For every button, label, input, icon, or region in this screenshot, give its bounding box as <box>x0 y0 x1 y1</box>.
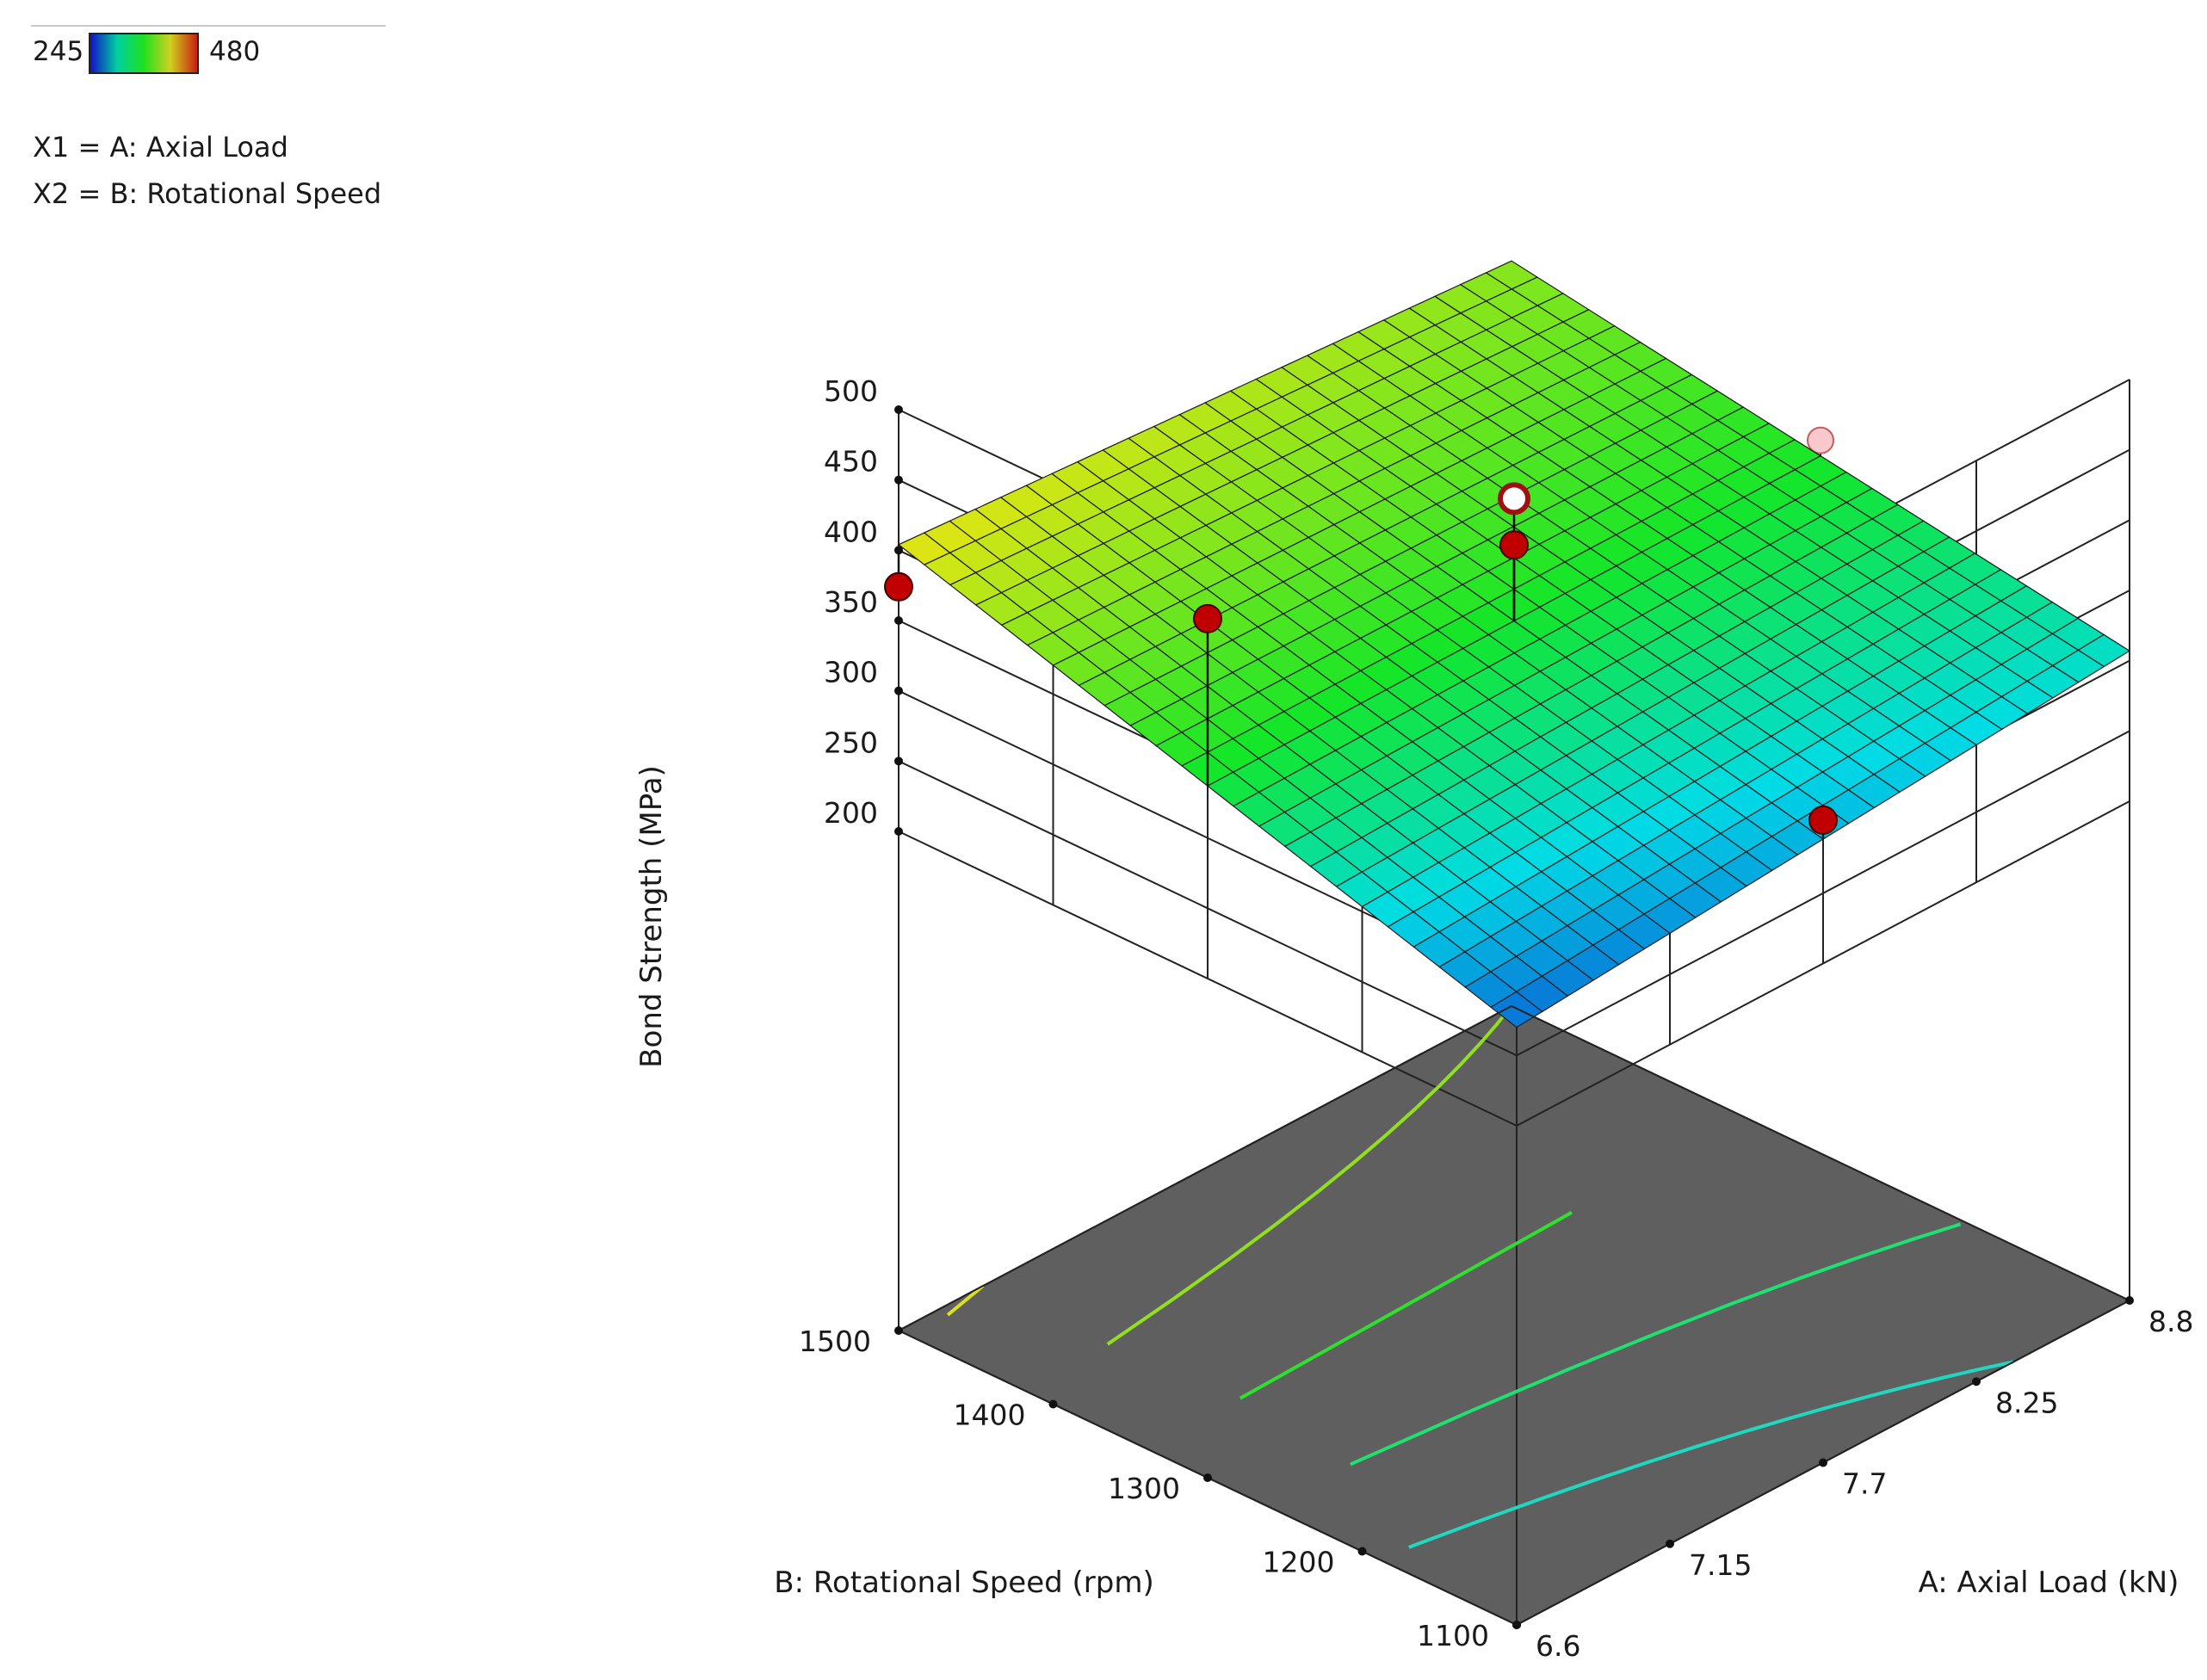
x-tick-mark <box>1972 1377 1981 1387</box>
y-tick-label: 1300 <box>1108 1472 1180 1505</box>
z-tick-label: 350 <box>824 585 878 619</box>
y-tick-label: 1100 <box>1417 1619 1489 1652</box>
x-tick-label: 7.15 <box>1689 1548 1752 1582</box>
z-tick-label: 300 <box>824 656 878 689</box>
z-tick-mark <box>894 405 903 414</box>
floor-contour-line <box>1106 1004 1513 1346</box>
colorbar <box>89 33 199 74</box>
factor-x2-label: X2 = B: Rotational Speed <box>33 177 382 210</box>
y-tick-mark <box>894 1326 903 1335</box>
y-tick-label: 1200 <box>1263 1546 1335 1579</box>
z-tick-label: 250 <box>824 726 878 759</box>
floor-border <box>896 1004 2132 1627</box>
z-tick-label: 400 <box>824 515 878 548</box>
x-tick-label: 6.6 <box>1536 1629 1580 1663</box>
z-tick-mark <box>894 757 903 766</box>
floor-plane <box>896 1004 2132 1627</box>
x-tick-label: 8.25 <box>1995 1386 2058 1419</box>
z-tick-mark <box>894 827 903 836</box>
colorbar-min-label: 245 <box>33 36 84 67</box>
z-tick-mark <box>894 546 903 555</box>
y-axis-title: B: Rotational Speed (rpm) <box>774 1566 1153 1600</box>
floor-contour-line <box>946 1284 985 1317</box>
x-tick-mark <box>1819 1458 1827 1467</box>
colorbar-max-label: 480 <box>209 36 261 67</box>
z-axis-title: Bond Strength (MPa) <box>634 765 669 1068</box>
y-tick-mark <box>1203 1473 1212 1482</box>
legend-divider <box>31 25 386 27</box>
factor-x1-label: X1 = A: Axial Load <box>33 131 288 164</box>
z-tick-label: 200 <box>824 796 878 830</box>
z-tick-label: 450 <box>824 445 878 479</box>
floor-contour-line <box>1350 1222 1962 1467</box>
z-tick-mark <box>894 686 903 695</box>
z-tick-label: 500 <box>824 374 878 408</box>
design-point-above <box>1499 530 1529 560</box>
floor-contour-line <box>1239 1211 1573 1400</box>
x-tick-label: 8.8 <box>2148 1305 2193 1338</box>
x-tick-mark <box>2125 1296 2134 1305</box>
design-point-above <box>1193 603 1222 633</box>
y-tick-label: 1500 <box>799 1325 871 1358</box>
design-point-below <box>1807 426 1834 454</box>
z-tick-mark <box>894 616 903 625</box>
floor-contour-line <box>1408 1360 2014 1549</box>
x-axis-title: A: Axial Load (kN) <box>1919 1566 2179 1600</box>
x-tick-label: 7.7 <box>1842 1467 1887 1501</box>
design-point-center <box>1498 482 1530 516</box>
z-tick-mark <box>894 475 903 485</box>
y-tick-mark <box>1048 1399 1058 1409</box>
x-tick-mark <box>1666 1539 1674 1548</box>
design-point-above <box>1808 805 1838 835</box>
design-point-above <box>884 571 913 602</box>
y-tick-mark <box>1357 1547 1367 1556</box>
y-tick-label: 1400 <box>954 1399 1026 1432</box>
y-tick-mark <box>1512 1621 1521 1629</box>
